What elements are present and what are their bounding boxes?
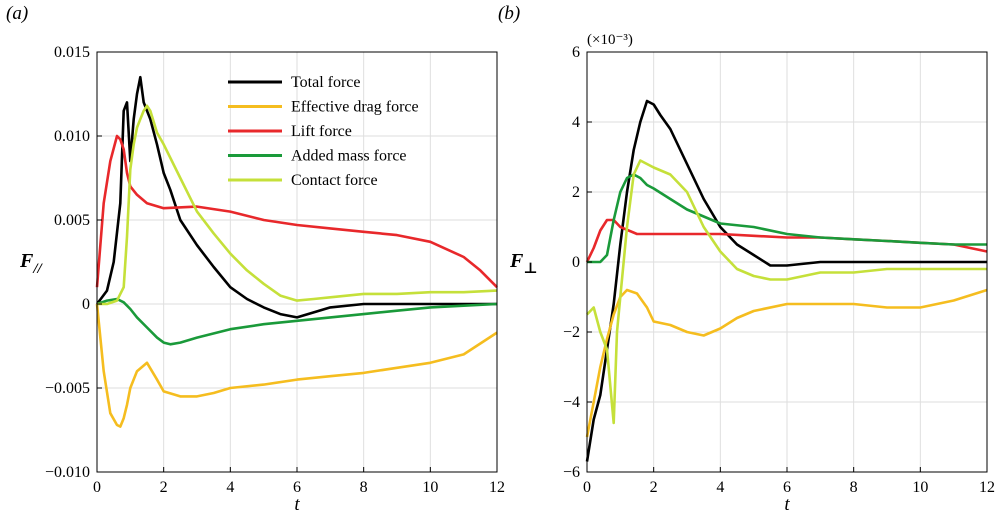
x-tick-label: 0 xyxy=(583,479,591,496)
legend-label: Effective drag force xyxy=(291,99,419,116)
y-tick-label: 0 xyxy=(572,254,580,271)
y-axis-label: F// xyxy=(19,250,44,277)
y-tick-label: −0.005 xyxy=(45,380,90,397)
x-tick-label: 4 xyxy=(716,479,724,496)
legend-label: Contact force xyxy=(291,172,378,189)
y-tick-label: −0.010 xyxy=(45,464,90,481)
y-axis-label: F⊥ xyxy=(509,250,538,277)
legend-label: Lift force xyxy=(291,123,352,140)
x-axis-label: t xyxy=(294,494,300,515)
y-tick-label: 0.010 xyxy=(54,128,90,145)
series-line xyxy=(586,159,987,425)
series-line xyxy=(96,297,498,346)
x-tick-label: 6 xyxy=(783,479,791,496)
panel-a: 0 2 4 6 8 10 12 −0.010 −0.005 0 0.005 0.010 0.015 (a)… xyxy=(6,3,505,515)
x-tick-label: 6 xyxy=(293,479,301,496)
y-tick-label: 6 xyxy=(572,44,580,61)
x-tick-label: 4 xyxy=(226,479,234,496)
legend-label: Added mass force xyxy=(291,148,407,165)
x-tick-label: 12 xyxy=(979,479,995,496)
series-line xyxy=(95,303,498,428)
series-line xyxy=(585,288,988,438)
x-axis-label: t xyxy=(784,494,790,515)
series-line xyxy=(585,99,987,462)
x-tick-label: 12 xyxy=(489,479,505,496)
y-tick-label: 0.005 xyxy=(54,212,90,229)
y-tick-label: −2 xyxy=(563,324,580,341)
series-line xyxy=(587,173,987,264)
series-line xyxy=(95,75,497,319)
x-tick-label: 8 xyxy=(360,479,368,496)
y-tick-label: 0.015 xyxy=(54,44,90,61)
series-line xyxy=(97,104,498,306)
axis-multiplier: (×10⁻³) xyxy=(587,32,633,48)
x-tick-label: 8 xyxy=(850,479,858,496)
y-tick-label: 4 xyxy=(572,114,580,131)
x-tick-label: 2 xyxy=(160,479,168,496)
panel-b: 0 2 4 6 8 10 12 −6 −4 −2 0 2 4 6 (b) t F⊥ (×10⁻³) xyxy=(498,3,995,515)
panel-label: (a) xyxy=(6,3,28,24)
legend-label: Total force xyxy=(291,74,361,91)
x-tick-label: 2 xyxy=(650,479,658,496)
x-tick-label: 10 xyxy=(912,479,928,496)
series-line xyxy=(95,134,498,289)
y-tick-label: −4 xyxy=(563,394,580,411)
y-tick-label: 2 xyxy=(572,184,580,201)
y-tick-label: 0 xyxy=(82,296,90,313)
y-tick-label: −6 xyxy=(563,464,580,481)
x-tick-label: 0 xyxy=(93,479,101,496)
panel-label: (b) xyxy=(498,3,520,24)
x-tick-label: 10 xyxy=(422,479,438,496)
